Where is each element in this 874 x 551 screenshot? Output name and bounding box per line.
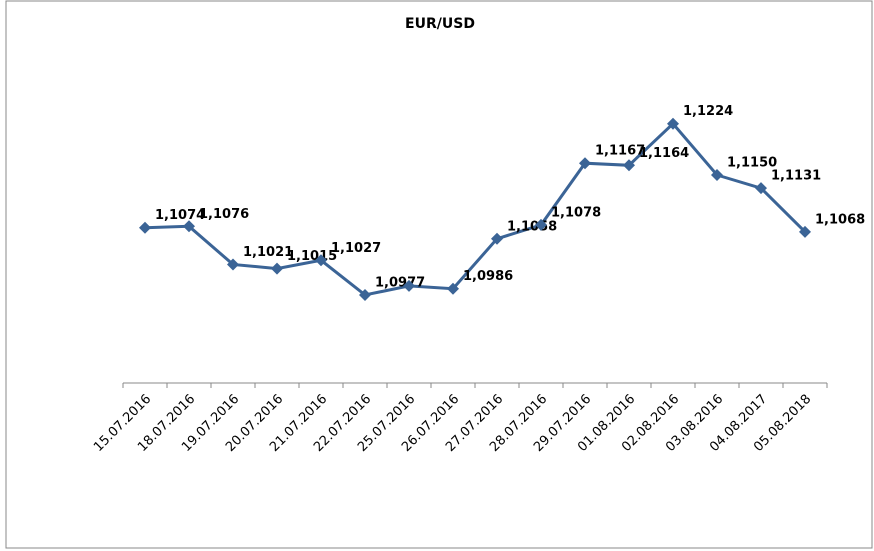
data-label: 1,1027 [331,241,381,256]
marker [139,221,151,234]
data-label: 1,1150 [727,156,777,171]
data-label: 1,1068 [815,212,865,227]
chart-title: EUR/USD [405,16,475,32]
marker [359,288,371,301]
marker [271,262,283,275]
data-label: 1,0977 [375,275,425,290]
marker [579,157,591,170]
marker [447,282,459,295]
marker [403,279,415,292]
marker [315,254,327,267]
data-label: 1,1076 [199,207,249,222]
marker [711,169,723,181]
marker [667,117,679,130]
data-label: 1,1164 [639,146,689,161]
marker [799,225,811,238]
data-label: 1,1078 [551,205,601,220]
marker [491,232,503,245]
marker [623,159,635,172]
marker [535,218,547,231]
marker [183,220,195,233]
data-label: 1,1021 [243,245,293,260]
line [144,121,807,297]
marker [227,258,239,271]
marker [755,182,767,195]
data-label: 1,1074 [155,208,205,223]
data-label: 1,1015 [287,249,337,264]
chart-frame [5,0,873,549]
data-label: 1,1224 [683,104,733,119]
data-label: 1,0986 [463,269,513,284]
data-label: 1,1058 [507,219,557,234]
data-label: 1,1131 [771,169,821,184]
data-label: 1,1167 [595,144,645,159]
